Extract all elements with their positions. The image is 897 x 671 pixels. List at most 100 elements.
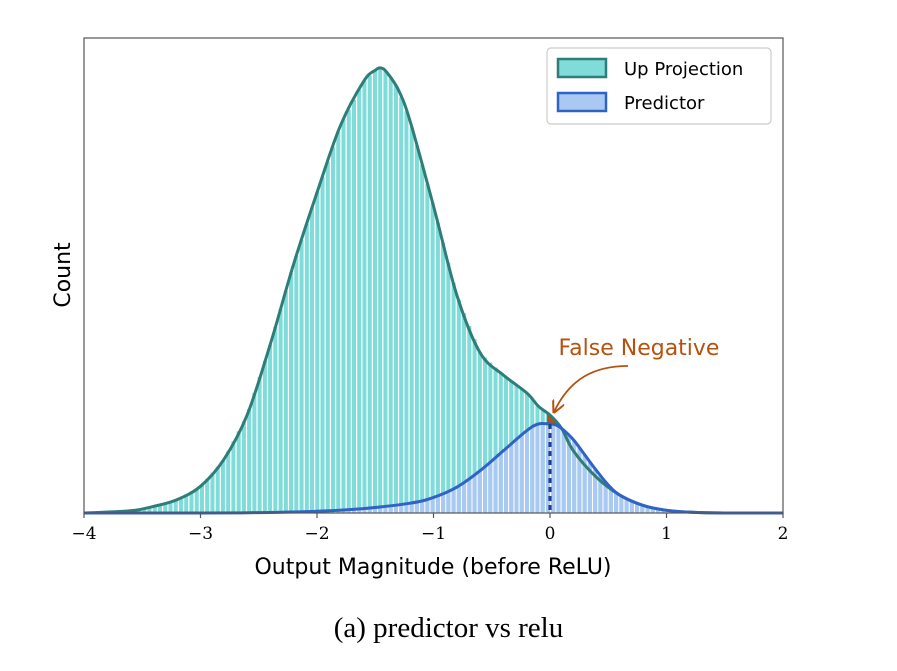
predictor-bar <box>446 490 451 513</box>
up-projection-bar <box>409 126 414 513</box>
up-projection-bar <box>210 472 215 513</box>
up-projection-bar <box>388 78 393 514</box>
up-projection-bar <box>493 367 498 513</box>
up-projection-bar <box>425 183 430 514</box>
up-projection-bar <box>152 506 157 513</box>
legend-swatch-up-projection <box>556 57 608 79</box>
up-projection-bar <box>483 357 488 513</box>
x-axis-ticks: −4 −3 −2 −1 0 1 2 <box>71 513 788 544</box>
predictor-bar <box>656 508 661 513</box>
x-tick-label: −2 <box>304 524 329 544</box>
predictor-bar <box>551 424 556 513</box>
predictor-bar <box>572 440 577 513</box>
up-projection-bar <box>236 431 241 513</box>
up-projection-bar <box>320 176 325 513</box>
predictor-bar <box>451 488 456 513</box>
y-axis-label: Count <box>51 242 76 308</box>
predictor-bar <box>493 457 498 513</box>
predictor-bar <box>582 454 587 513</box>
legend-label-predictor: Predictor <box>624 93 705 114</box>
predictor-bar <box>650 507 655 513</box>
x-tick-label: −1 <box>421 524 446 544</box>
up-projection-bar <box>142 508 147 513</box>
predictor-bar <box>367 507 372 513</box>
up-projection-bar <box>215 466 220 513</box>
predictor-bar <box>535 424 540 513</box>
up-projection-bar <box>357 89 362 513</box>
up-projection-bar <box>462 313 467 513</box>
predictor-bar <box>530 427 535 513</box>
predictor-bar <box>624 498 629 513</box>
up-projection-bar <box>199 484 204 513</box>
predictor-bar <box>519 434 524 513</box>
up-projection-bar <box>367 75 372 514</box>
up-projection-bar <box>220 460 225 513</box>
predictor-bar <box>467 478 472 513</box>
up-projection-bar <box>283 290 288 513</box>
up-projection-bar <box>189 491 194 513</box>
predictor-bar <box>524 430 530 513</box>
up-projection-bar <box>351 99 357 514</box>
predictor-bar <box>456 485 461 513</box>
up-projection-bar <box>362 80 367 513</box>
up-projection-bar <box>488 362 493 513</box>
up-projection-bar <box>294 255 299 514</box>
x-tick-label: 1 <box>661 524 672 544</box>
up-projection-bar <box>262 360 267 513</box>
predictor-bar <box>561 430 566 513</box>
up-projection-bar <box>330 146 336 513</box>
x-axis-label: Output Magnitude (before ReLU) <box>254 555 611 580</box>
predictor-bar <box>614 491 619 513</box>
up-projection-kde-line <box>83 66 784 515</box>
up-projection-bar <box>273 326 278 513</box>
up-projection-bar <box>231 441 236 513</box>
predictor-bar <box>635 502 640 513</box>
up-projection-bar <box>325 161 330 513</box>
up-projection-bar <box>226 451 231 513</box>
up-projection-bar <box>241 421 246 513</box>
up-projection-bar <box>157 504 163 513</box>
up-projection-bar <box>341 119 346 513</box>
up-projection-bar <box>383 71 388 514</box>
predictor-bar <box>509 443 514 513</box>
predictor-bar <box>420 500 425 513</box>
up-projection-bar <box>393 86 398 514</box>
predictor-bar <box>430 497 435 513</box>
up-projection-bar <box>178 497 184 513</box>
predictor-bar <box>545 424 550 513</box>
x-tick-label: 0 <box>545 524 556 544</box>
up-projection-bar <box>299 239 304 513</box>
up-projection-bar <box>310 207 315 514</box>
false-negative-annotation-text: False Negative <box>559 336 720 361</box>
up-projection-bar <box>504 377 509 513</box>
predictor-bar <box>483 466 488 513</box>
up-projection-bar <box>257 376 262 513</box>
up-projection-bar <box>451 282 456 513</box>
up-projection-bar <box>304 223 309 513</box>
predictor-bar <box>409 502 414 513</box>
predictor-bar <box>362 508 367 513</box>
up-projection-bar <box>378 68 383 514</box>
predictor-bar <box>603 481 608 513</box>
legend-swatch-predictor <box>556 91 608 113</box>
predictor-bar <box>357 508 362 513</box>
predictor-bar <box>498 452 503 513</box>
up-projection-bar <box>173 500 178 513</box>
x-tick-label: −4 <box>71 524 96 544</box>
up-projection-bar <box>252 392 257 513</box>
predictor-bar <box>540 424 545 513</box>
predictor-bar <box>462 482 467 513</box>
up-projection-bar <box>346 109 351 513</box>
up-projection-bar <box>184 494 189 513</box>
predictor-bar <box>441 493 446 513</box>
predictor-bar <box>393 504 398 513</box>
predictor-bar <box>477 470 482 513</box>
predictor-bar <box>414 501 419 513</box>
predictor-bar <box>566 435 571 513</box>
up-projection-bar <box>498 372 503 513</box>
up-projection-bar <box>336 131 341 514</box>
up-projection-bar <box>315 191 320 513</box>
up-projection-bar <box>414 145 419 513</box>
up-projection-bar <box>194 488 199 513</box>
predictor-bar <box>404 503 409 513</box>
